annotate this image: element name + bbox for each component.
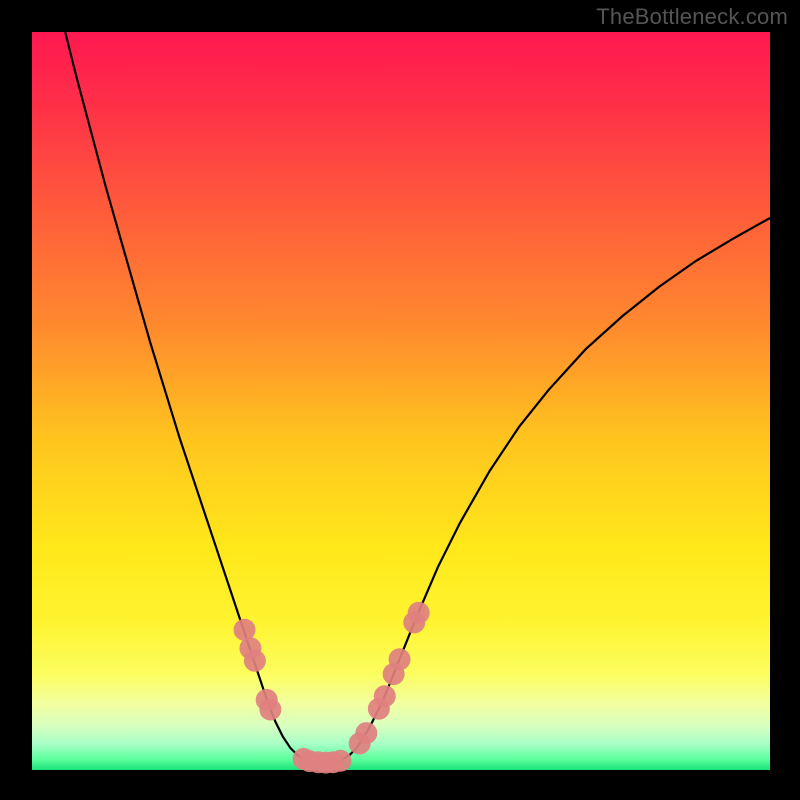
data-point: [355, 722, 377, 744]
data-point: [259, 698, 281, 720]
chart-stage: TheBottleneck.com: [0, 0, 800, 800]
data-point: [408, 602, 430, 624]
chart-svg: [0, 0, 800, 800]
data-point: [329, 750, 351, 772]
data-point: [244, 650, 266, 672]
data-point: [374, 685, 396, 707]
data-point: [389, 648, 411, 670]
